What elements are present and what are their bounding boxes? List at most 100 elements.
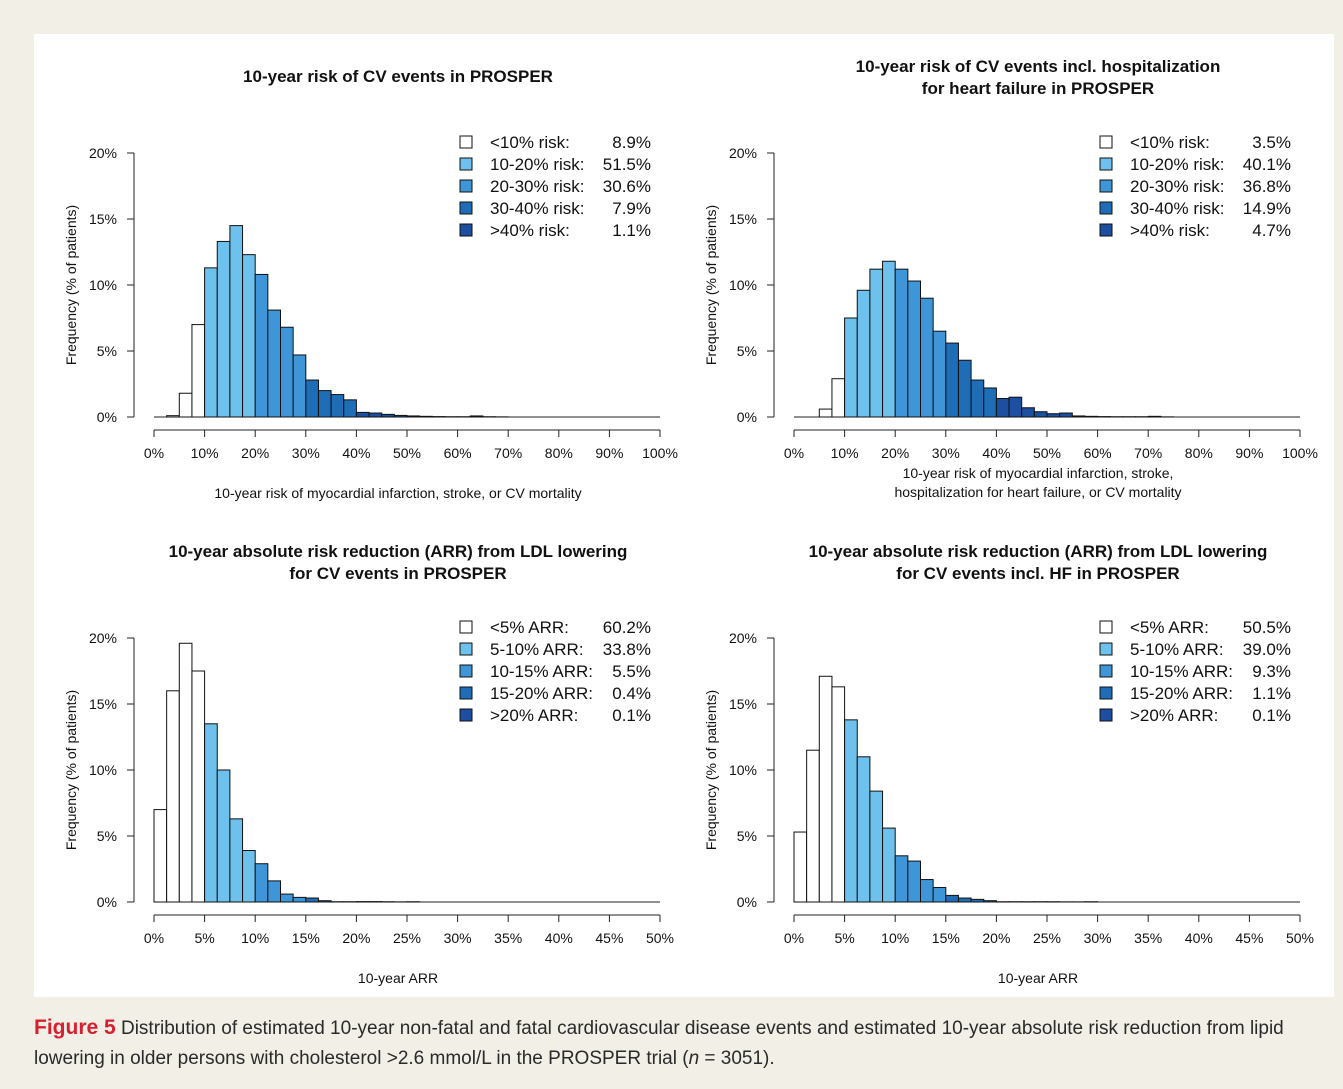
chart1-bar — [267, 309, 282, 418]
figure-panel: 10-year risk of CV events in PROSPER 0% 5%… — [34, 34, 1334, 997]
chart1-legend-value: 7.9% — [612, 199, 651, 218]
charts-svg: 10-year risk of CV events in PROSPER 0% 5%… — [63, 57, 1318, 986]
chart3-legend-label: <5% ARR: — [490, 618, 569, 637]
chart1-bar — [305, 379, 319, 418]
chart1-bar — [254, 273, 269, 418]
chart4-y-tick-label: 0% — [737, 894, 757, 910]
chart2-legend-swatch — [1099, 223, 1113, 237]
chart3-bar — [191, 670, 206, 903]
chart2-legend-swatch — [1099, 135, 1113, 149]
chart3-legend-value: 0.1% — [612, 706, 651, 725]
chart1-legend-swatch — [459, 201, 473, 215]
chart2-y-tick-label: 15% — [729, 211, 757, 227]
chart4-bar — [957, 897, 972, 903]
chart2-x-tick-label: 10% — [831, 445, 859, 461]
chart4-x-tick-label: 15% — [932, 930, 960, 946]
chart1-x-tick-label: 70% — [494, 445, 522, 461]
chart4-x-tick-label: 25% — [1033, 930, 1061, 946]
chart2-x-axis-label-line-2: hospitalization for heart failure, or CV… — [894, 484, 1181, 500]
chart1-legend-label: >40% risk: — [490, 221, 570, 240]
chart2-bar — [995, 398, 1010, 418]
chart3-bar — [317, 900, 332, 903]
chart3-legend-value: 60.2% — [603, 618, 651, 637]
chart2-legend-label: 20-30% risk: — [1130, 177, 1224, 196]
chart3-legend-label: 10-15% ARR: — [490, 662, 593, 681]
chart4-x-tick-label: 50% — [1286, 930, 1314, 946]
chart1-y-tick-label: 15% — [89, 211, 117, 227]
chart4-title-line-1: 10-year absolute risk reduction (ARR) fr… — [809, 542, 1268, 561]
chart1-x-tick-label: 60% — [444, 445, 472, 461]
chart1-y-tick-label: 0% — [97, 409, 117, 425]
chart4-y-tick-label: 20% — [729, 630, 757, 646]
chart4-bar — [831, 686, 846, 903]
chart3-bar — [280, 893, 294, 903]
chart4-bar — [907, 860, 921, 903]
chart2-x-tick-label: 90% — [1235, 445, 1263, 461]
chart1-x-tick-label: 80% — [545, 445, 573, 461]
chart3-legend-swatch — [459, 686, 473, 700]
chart3-y-axis-label: Frequency (% of patients) — [63, 690, 79, 850]
chart3-legend-label: 5-10% ARR: — [490, 640, 584, 659]
chart3-legend-label: >20% ARR: — [490, 706, 578, 725]
chart3-legend-swatch — [459, 642, 473, 656]
chart4-legend-value: 50.5% — [1243, 618, 1291, 637]
chart2-x-tick-label: 0% — [784, 445, 804, 461]
chart2-bar — [970, 379, 985, 418]
chart1-bar — [381, 413, 395, 418]
chart1-bar — [317, 390, 332, 418]
chart1-bar — [330, 394, 345, 418]
chart3-x-tick-label: 50% — [646, 930, 674, 946]
chart4-legend-swatch — [1099, 686, 1113, 700]
chart4-x-axis-label-line-1: 10-year ARR — [998, 970, 1078, 986]
chart3-title-line-1: 10-year absolute risk reduction (ARR) fr… — [169, 542, 628, 561]
chart1-y-tick-label: 10% — [89, 277, 117, 293]
chart4-legend-label: <5% ARR: — [1130, 618, 1209, 637]
chart2-legend-swatch — [1099, 201, 1113, 215]
chart2-bar — [1033, 411, 1048, 418]
chart4-bar — [869, 790, 884, 903]
chart1-bar — [292, 354, 307, 418]
chart3-y-tick-label: 10% — [89, 762, 117, 778]
chart3-x-tick-label: 15% — [292, 930, 320, 946]
chart4-x-tick-label: 35% — [1134, 930, 1162, 946]
chart4-bar — [806, 749, 820, 903]
chart3-x-tick-label: 30% — [444, 930, 472, 946]
chart2-y-tick-label: 10% — [729, 277, 757, 293]
chart2-bar — [983, 387, 997, 418]
chart1-x-tick-label: 90% — [595, 445, 623, 461]
chart1-bar — [216, 240, 231, 418]
chart4-x-tick-label: 10% — [881, 930, 909, 946]
chart2-x-tick-label: 80% — [1185, 445, 1213, 461]
chart1-bar — [242, 254, 256, 418]
chart4-x-tick-label: 40% — [1185, 930, 1213, 946]
chart2-x-tick-label: 40% — [982, 445, 1010, 461]
chart4-bar — [818, 675, 833, 903]
chart2-bar — [945, 342, 959, 418]
chart2-bar — [844, 317, 858, 418]
chart1-bar — [229, 225, 244, 418]
chart1-x-tick-label: 30% — [292, 445, 320, 461]
chart1-x-tick-label: 50% — [393, 445, 421, 461]
chart3-bar — [204, 723, 218, 903]
chart3-legend-label: 15-20% ARR: — [490, 684, 593, 703]
chart2-bar — [1008, 396, 1023, 418]
chart1-bar — [280, 326, 294, 418]
chart1-x-tick-label: 10% — [191, 445, 219, 461]
chart4-legend-label: 15-20% ARR: — [1130, 684, 1233, 703]
chart3-x-tick-label: 0% — [144, 930, 164, 946]
chart3-bar — [254, 863, 269, 903]
chart3-y-tick-label: 20% — [89, 630, 117, 646]
chart2-x-tick-label: 70% — [1134, 445, 1162, 461]
chart2-legend-label: 30-40% risk: — [1130, 199, 1224, 218]
chart4-legend-label: 10-15% ARR: — [1130, 662, 1233, 681]
chart1-bar — [355, 411, 370, 418]
chart4-x-tick-label: 30% — [1084, 930, 1112, 946]
chart3-bar — [267, 880, 282, 903]
chart2-title-line-1: 10-year risk of CV events incl. hospital… — [856, 57, 1221, 76]
chart1-bar — [393, 414, 408, 418]
chart4-legend-swatch — [1099, 708, 1113, 722]
chart2-legend-label: 10-20% risk: — [1130, 155, 1224, 174]
chart4-bar — [856, 756, 871, 903]
chart4-legend-value: 0.1% — [1252, 706, 1291, 725]
chart4-legend-value: 9.3% — [1252, 662, 1291, 681]
